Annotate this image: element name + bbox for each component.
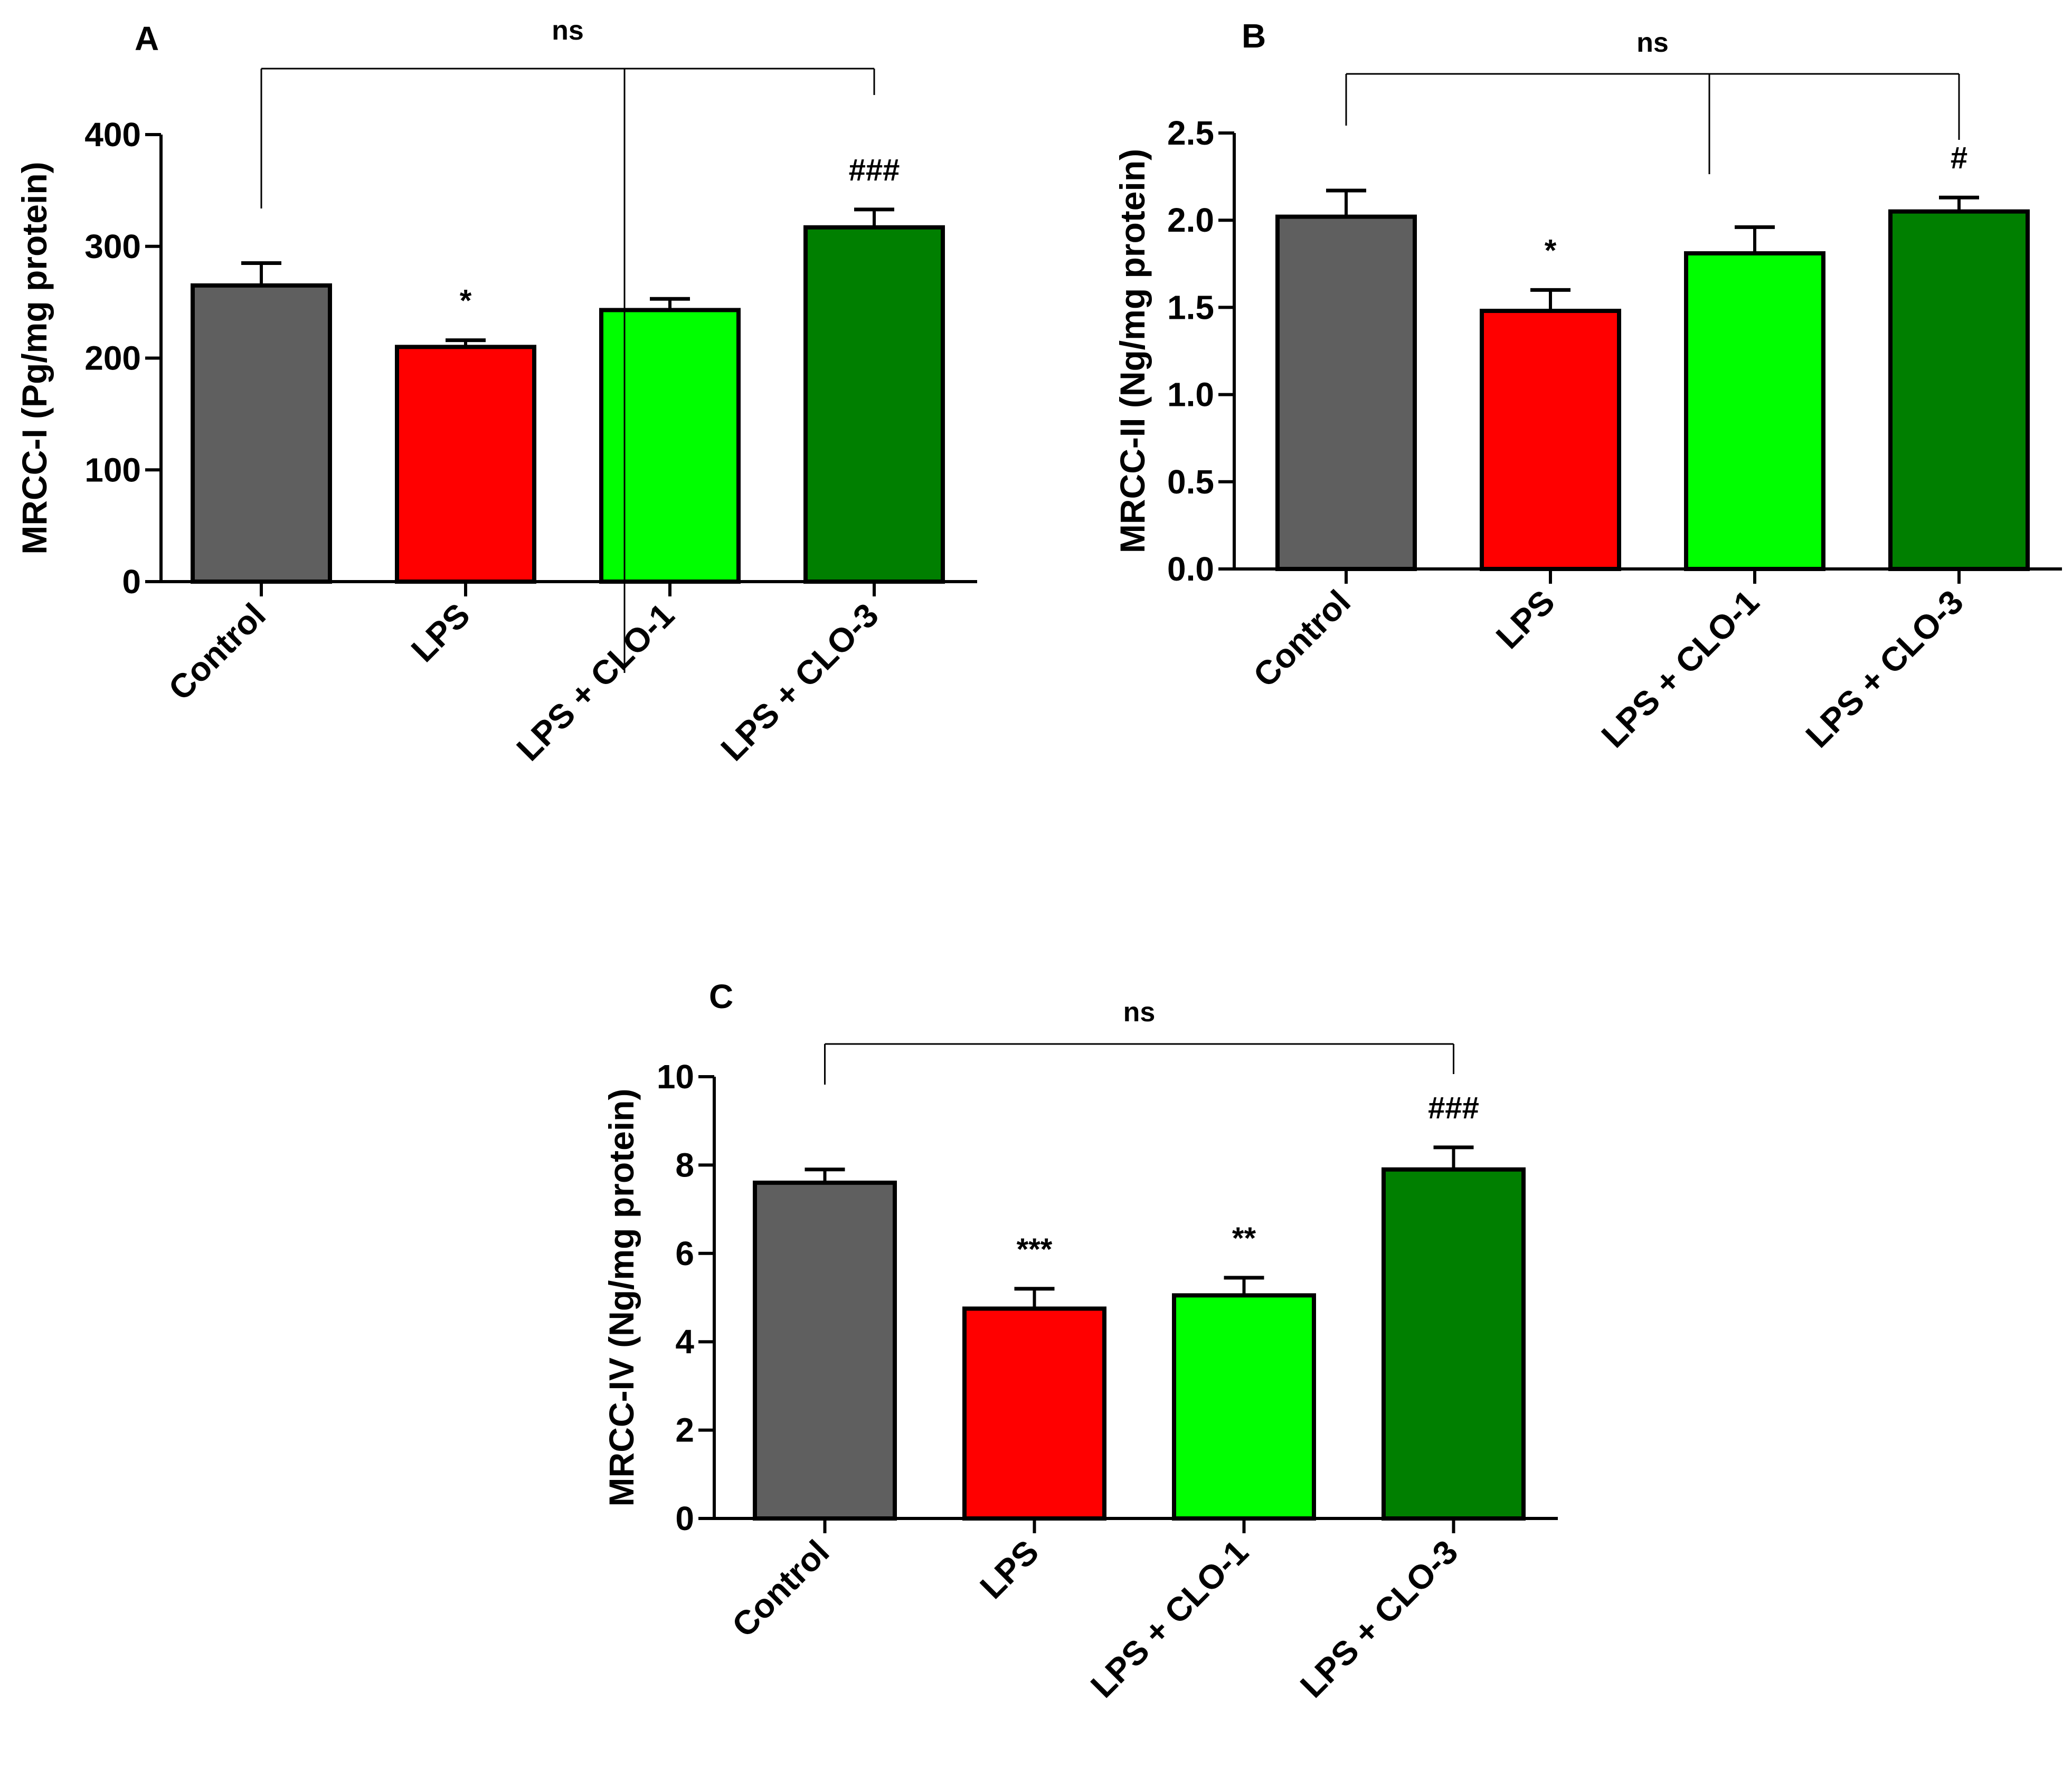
significance-label: * xyxy=(460,284,472,318)
panel-b: B MRCC-II (Ng/mg protein) 0.0 0.5 1.0 1.5 2.0 2… xyxy=(1113,17,2062,755)
x-tick-label: LPS + CLO-3 xyxy=(714,596,886,768)
y-tick-label: 2 xyxy=(675,1411,694,1449)
y-tick-label: 1.0 xyxy=(1167,376,1214,414)
x-tick-label: LPS + CLO-3 xyxy=(1293,1533,1465,1705)
panel-letter: B xyxy=(1242,17,1266,55)
y-tick-label: 2.0 xyxy=(1167,201,1214,239)
x-tick-label: LPS xyxy=(404,596,477,669)
bar xyxy=(395,345,536,584)
y-tick-label: 2.5 xyxy=(1167,114,1214,152)
bracket-label: ns xyxy=(552,15,584,46)
y-tick-label: 4 xyxy=(675,1323,694,1361)
significance-label: ** xyxy=(1232,1221,1256,1256)
x-tick-label: LPS + CLO-1 xyxy=(1594,583,1766,755)
bar xyxy=(1888,209,2030,571)
bar xyxy=(1275,214,1417,572)
y-tick-label: 0.5 xyxy=(1167,463,1214,501)
y-tick-label: 0 xyxy=(675,1499,694,1537)
panel-c: C MRCC-IV (Ng/mg protein) 0 2 4 6 8 10 Control LP… xyxy=(602,977,1558,1705)
panel-letter: C xyxy=(709,977,733,1015)
x-tick-label: Control xyxy=(161,596,273,708)
y-tick-label: 1.5 xyxy=(1167,288,1214,326)
y-tick-label: 10 xyxy=(657,1058,694,1096)
significance-label: *** xyxy=(1017,1232,1053,1267)
y-tick-label: 100 xyxy=(84,451,141,489)
x-tick-label: LPS xyxy=(1489,583,1562,656)
bar xyxy=(1684,251,1825,571)
bar xyxy=(753,1180,897,1521)
bracket-label: ns xyxy=(1636,27,1669,58)
significance-label: * xyxy=(1545,233,1557,268)
y-axis-label: MRCC-II (Ng/mg protein) xyxy=(1113,149,1152,553)
bar xyxy=(191,283,332,584)
bar xyxy=(1172,1293,1316,1521)
bar xyxy=(1382,1167,1526,1521)
bracket-label: ns xyxy=(1123,997,1156,1028)
panel-a: A MRCC-I (Pg/mg protein) 0 100 200 300 400 Cont… xyxy=(15,15,977,768)
x-tick-label: LPS + CLO-1 xyxy=(509,596,682,768)
y-tick-label: 0 xyxy=(122,563,141,601)
x-tick-label: LPS xyxy=(972,1533,1046,1606)
bar xyxy=(599,308,741,584)
x-tick-label: Control xyxy=(1246,583,1358,695)
y-tick-label: 200 xyxy=(84,339,141,377)
bar xyxy=(1480,309,1621,571)
bar xyxy=(803,225,945,584)
panel-letter: A xyxy=(135,20,159,58)
x-tick-label: Control xyxy=(725,1533,837,1645)
y-axis-label: MRCC-I (Pg/mg protein) xyxy=(15,162,54,554)
x-tick-label: LPS + CLO-1 xyxy=(1083,1533,1255,1705)
y-tick-label: 300 xyxy=(84,227,141,265)
y-axis-label: MRCC-IV (Ng/mg protein) xyxy=(602,1089,641,1507)
significance-label: ### xyxy=(849,153,900,187)
y-tick-label: 400 xyxy=(84,116,141,154)
bar xyxy=(962,1306,1106,1521)
significance-label: # xyxy=(1951,141,1967,175)
y-tick-label: 8 xyxy=(675,1146,694,1184)
significance-label: ### xyxy=(1428,1091,1479,1125)
y-tick-label: 0.0 xyxy=(1167,550,1214,588)
y-tick-label: 6 xyxy=(675,1235,694,1273)
x-tick-label: LPS + CLO-3 xyxy=(1799,583,1971,755)
